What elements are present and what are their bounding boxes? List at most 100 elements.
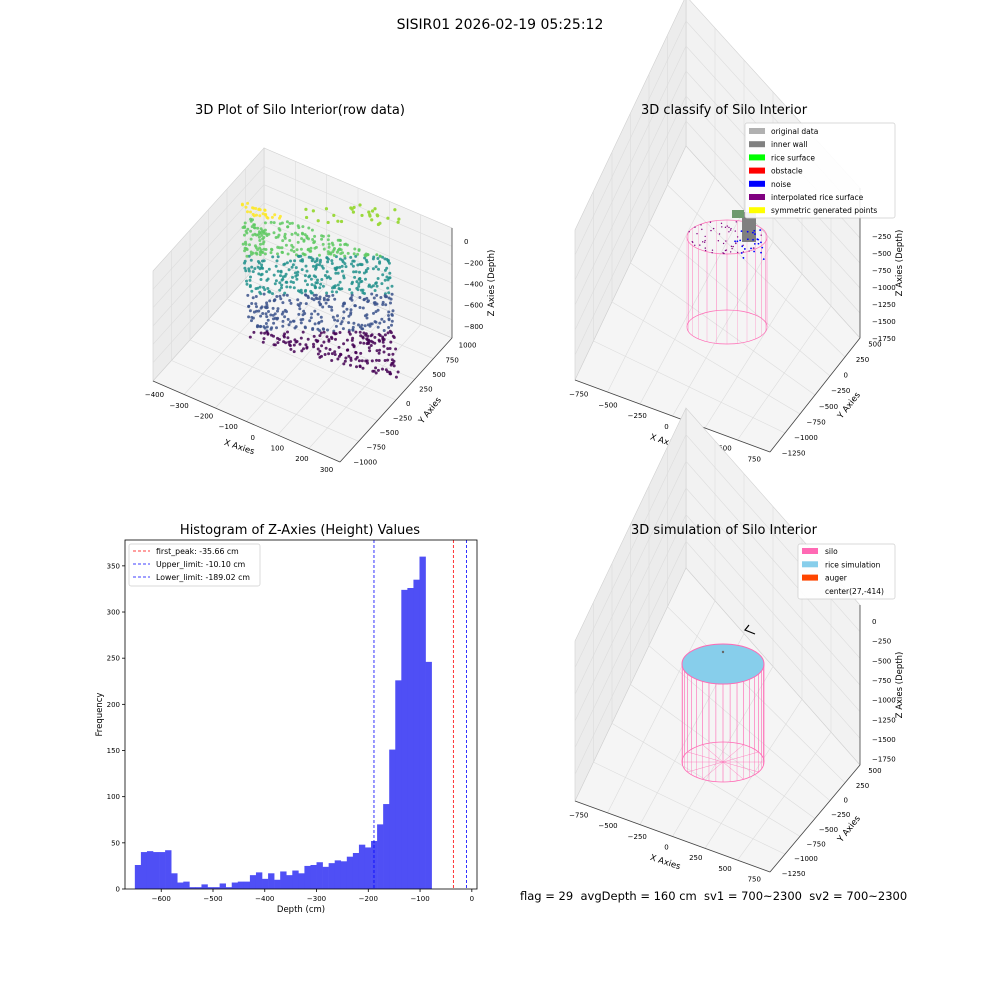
raw-point <box>335 325 338 328</box>
interpolated-point <box>721 226 722 227</box>
raw-point <box>268 291 271 294</box>
raw-point <box>394 348 397 351</box>
raw-point <box>360 289 363 292</box>
raw-point <box>325 292 328 295</box>
interpolated-point <box>700 224 701 225</box>
interpolated-point <box>704 236 705 237</box>
raw-point <box>301 318 304 321</box>
raw-point <box>366 342 369 345</box>
raw-point <box>275 279 278 282</box>
raw-point <box>344 360 347 363</box>
x-tick-label: 0 <box>664 844 668 852</box>
interpolated-point <box>718 240 719 241</box>
raw-point <box>375 253 378 256</box>
raw-point <box>250 251 253 254</box>
raw-point <box>355 365 358 368</box>
raw-point <box>350 308 353 311</box>
raw-point <box>326 298 329 301</box>
raw-point <box>335 291 338 294</box>
raw-point <box>285 285 288 288</box>
raw-point <box>374 301 377 304</box>
raw-point <box>263 293 266 296</box>
raw-point <box>333 350 336 353</box>
raw-point <box>322 243 325 246</box>
raw-point <box>282 320 285 323</box>
legend-label: rice simulation <box>825 560 881 569</box>
raw-point <box>387 326 390 329</box>
raw-point <box>250 266 253 269</box>
raw-point <box>391 314 394 317</box>
raw-point <box>292 246 295 249</box>
raw-point <box>255 252 258 255</box>
raw-point <box>337 284 340 287</box>
raw-point <box>378 359 381 362</box>
raw-point <box>384 269 387 272</box>
raw-point <box>365 269 368 272</box>
raw-point <box>371 209 374 212</box>
raw-point <box>294 232 297 235</box>
histogram-bar <box>426 662 432 889</box>
raw-point <box>327 340 330 343</box>
interpolated-point <box>704 240 705 241</box>
simulation-legend: silorice simulationaugercenter(27,-414) <box>798 544 895 599</box>
raw-point <box>320 234 323 237</box>
raw-point <box>378 333 381 336</box>
raw-point <box>346 244 349 247</box>
raw-point <box>265 322 268 325</box>
raw-point <box>321 265 324 268</box>
raw-point <box>271 255 274 258</box>
raw-point <box>277 307 280 310</box>
raw-point <box>256 325 259 328</box>
noise-point <box>754 243 756 245</box>
raw-point <box>354 304 357 307</box>
raw-point <box>304 326 307 329</box>
raw-point <box>251 234 254 237</box>
raw-point <box>291 222 294 225</box>
interpolated-point <box>705 247 706 248</box>
raw-point <box>295 278 298 281</box>
raw-point <box>243 234 246 237</box>
raw-point <box>300 321 303 324</box>
raw-point <box>353 276 356 279</box>
raw-point <box>275 265 278 268</box>
raw-point <box>300 248 303 251</box>
raw-point <box>257 260 260 263</box>
raw-point <box>363 272 366 275</box>
y-tick-label: −1250 <box>782 450 806 458</box>
raw-point <box>359 352 362 355</box>
raw-point <box>387 259 390 262</box>
y-tick-label: 250 <box>419 385 432 393</box>
raw-point <box>286 294 289 297</box>
interpolated-point <box>760 234 761 235</box>
raw-point <box>246 228 249 231</box>
raw-point <box>382 345 385 348</box>
raw-point <box>326 270 329 273</box>
raw-point <box>264 252 267 255</box>
raw-point <box>387 291 390 294</box>
raw-point <box>270 221 273 224</box>
raw-point <box>311 283 314 286</box>
raw-point <box>378 339 381 342</box>
raw-point <box>302 240 305 243</box>
x-tick-label: −100 <box>219 423 238 431</box>
histogram-bar <box>323 867 329 889</box>
raw-point <box>343 262 346 265</box>
raw-point <box>370 218 373 221</box>
raw-point <box>320 316 323 319</box>
raw-point <box>325 207 328 210</box>
z-tick-label: −1250 <box>872 716 896 724</box>
raw-point <box>376 257 379 260</box>
raw-point <box>372 312 375 315</box>
raw-point <box>323 248 326 251</box>
raw-point <box>377 223 380 226</box>
raw-point <box>387 331 390 334</box>
panel-raw-data-3d: −400−300−200−1000100200300−1000−750−500−… <box>145 148 497 474</box>
raw-point <box>333 254 336 257</box>
raw-point <box>312 241 315 244</box>
raw-point <box>302 310 305 313</box>
interpolated-point <box>712 250 713 251</box>
raw-point <box>249 276 252 279</box>
histogram-bar <box>177 883 183 889</box>
raw-point <box>287 253 290 256</box>
x-tick-label: 300 <box>320 466 333 474</box>
